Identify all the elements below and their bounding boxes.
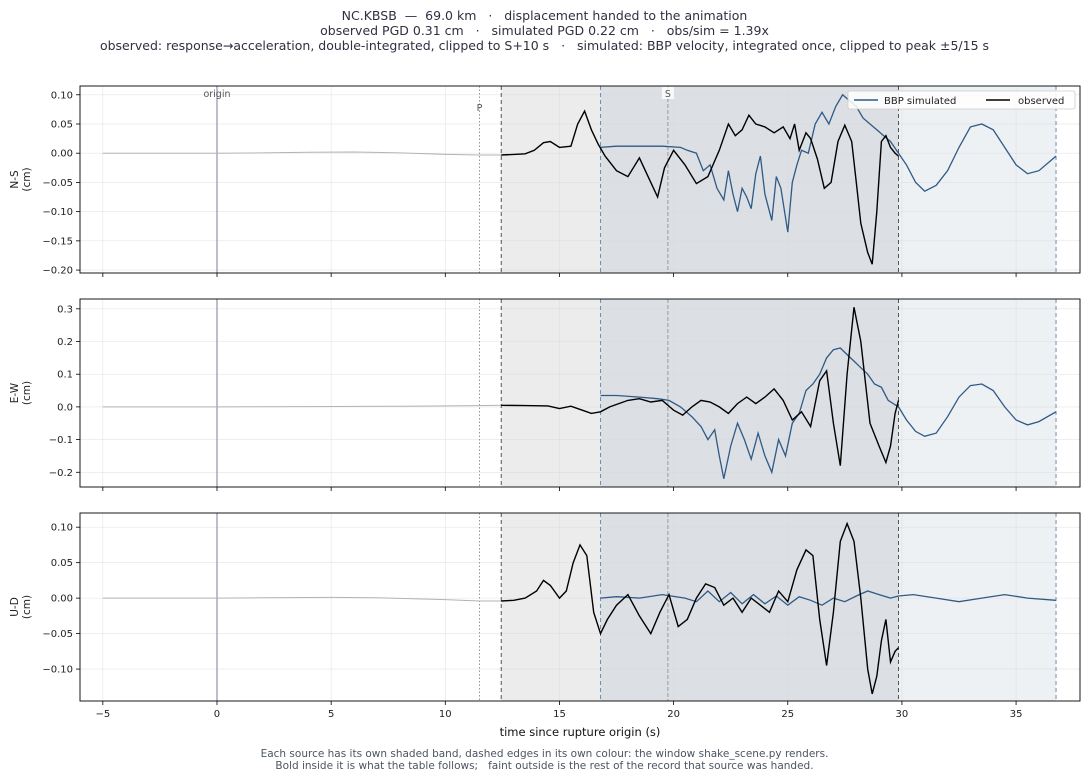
y-tick-label: 0.10: [51, 523, 73, 534]
simulated-trace: [600, 590, 899, 607]
window-overlap-band: [600, 86, 899, 273]
y-tick-label: −0.15: [42, 236, 73, 247]
chart-title: NC.KBSB — 69.0 km · displacement handed …: [0, 8, 1089, 53]
footnote-line-1: Each source has its own shaded band, das…: [260, 748, 829, 760]
x-axis-label: time since rupture origin (s): [500, 725, 661, 739]
panel-n-s: −0.20 −0.15 −0.10 −0.05 0.00 0.05 0.10 N-S (cm) o…: [9, 85, 1081, 277]
x-tick-label: 0: [214, 709, 220, 720]
legend-label-observed: observed: [1018, 96, 1064, 107]
y-tick-label: −0.10: [42, 207, 73, 218]
title-line-3: observed: response→acceleration, double-…: [99, 38, 990, 53]
y-axis-unit-label: (cm): [21, 595, 33, 619]
window-overlap-band: [600, 513, 899, 701]
observed-faint-trace: [102, 404, 502, 408]
y-tick-label: 0.3: [57, 304, 73, 315]
x-tick-label: 20: [667, 709, 680, 720]
x-tick-label: 15: [553, 709, 566, 720]
s-arrival-label: S: [665, 89, 671, 100]
panel-frame: [79, 298, 1081, 488]
y-tick-label: −0.10: [42, 665, 73, 676]
y-axis-label: U-D: [9, 597, 21, 617]
simulated-trace-after-window: [897, 123, 1057, 192]
observed-faint-trace: [102, 596, 502, 602]
p-arrival-label: P: [477, 103, 483, 114]
y-tick-label: −0.05: [42, 178, 73, 189]
legend-box: [847, 90, 1076, 110]
simulated-trace: [600, 347, 899, 479]
x-tick-label: 25: [781, 709, 794, 720]
y-tick-label: −0.2: [49, 468, 73, 479]
y-axis-unit-label: (cm): [21, 381, 33, 405]
y-tick-label: 0.00: [51, 594, 73, 605]
y-tick-label: −0.1: [49, 435, 73, 446]
panel-traces: [102, 521, 1057, 695]
footnote-line-2: Bold inside it is what the table follows…: [275, 760, 814, 772]
s-label-background: [661, 87, 674, 99]
y-tick-label: 0.05: [51, 119, 73, 130]
y-tick-label: 0.2: [57, 337, 73, 348]
observed-trace: [501, 307, 900, 466]
x-tick-label: −5: [95, 709, 110, 720]
window-overlap-band: [600, 299, 899, 487]
simulated-trace-after-window: [898, 593, 1057, 603]
x-tick-label: 30: [896, 709, 909, 720]
x-tick-label: 35: [1010, 709, 1023, 720]
chart-legend: BBP simulated observed: [847, 90, 1076, 110]
observed-trace: [501, 521, 900, 695]
x-tick-label: 5: [328, 709, 334, 720]
panel-traces: [102, 307, 1057, 479]
title-line-2: observed PGD 0.31 cm · simulated PGD 0.2…: [320, 23, 769, 38]
simulated-trace-after-window: [897, 383, 1057, 437]
y-tick-label: 0.10: [51, 90, 73, 101]
title-line-1: NC.KBSB — 69.0 km · displacement handed …: [341, 8, 748, 23]
panel-frame: [79, 85, 1081, 274]
y-tick-label: 0.1: [57, 370, 73, 381]
y-tick-label: −0.20: [42, 266, 73, 277]
panel-e-w: −0.2 −0.1 0.0 0.1 0.2 0.3 E-W (cm): [9, 298, 1081, 491]
observed-faint-trace: [102, 151, 502, 156]
y-tick-label: 0.0: [57, 402, 73, 413]
observed-trace: [501, 109, 899, 265]
y-axis-unit-label: (cm): [21, 167, 33, 191]
y-tick-label: 0.00: [51, 149, 73, 160]
panel-frame: [79, 512, 1081, 702]
legend-label-simulated: BBP simulated: [884, 96, 956, 107]
origin-marker-label: origin: [203, 89, 230, 100]
y-axis-label: N-S: [9, 170, 21, 189]
y-tick-label: −0.05: [42, 629, 73, 640]
chart-footnote: Each source has its own shaded band, das…: [0, 748, 1089, 772]
y-tick-label: 0.05: [51, 558, 73, 569]
y-axis-label: E-W: [9, 382, 21, 403]
panel-u-d: −0.10 −0.05 0.00 0.05 0.10 U-D (cm) −5 0 5 10 15 20 2…: [9, 512, 1081, 739]
x-tick-label: 10: [439, 709, 452, 720]
